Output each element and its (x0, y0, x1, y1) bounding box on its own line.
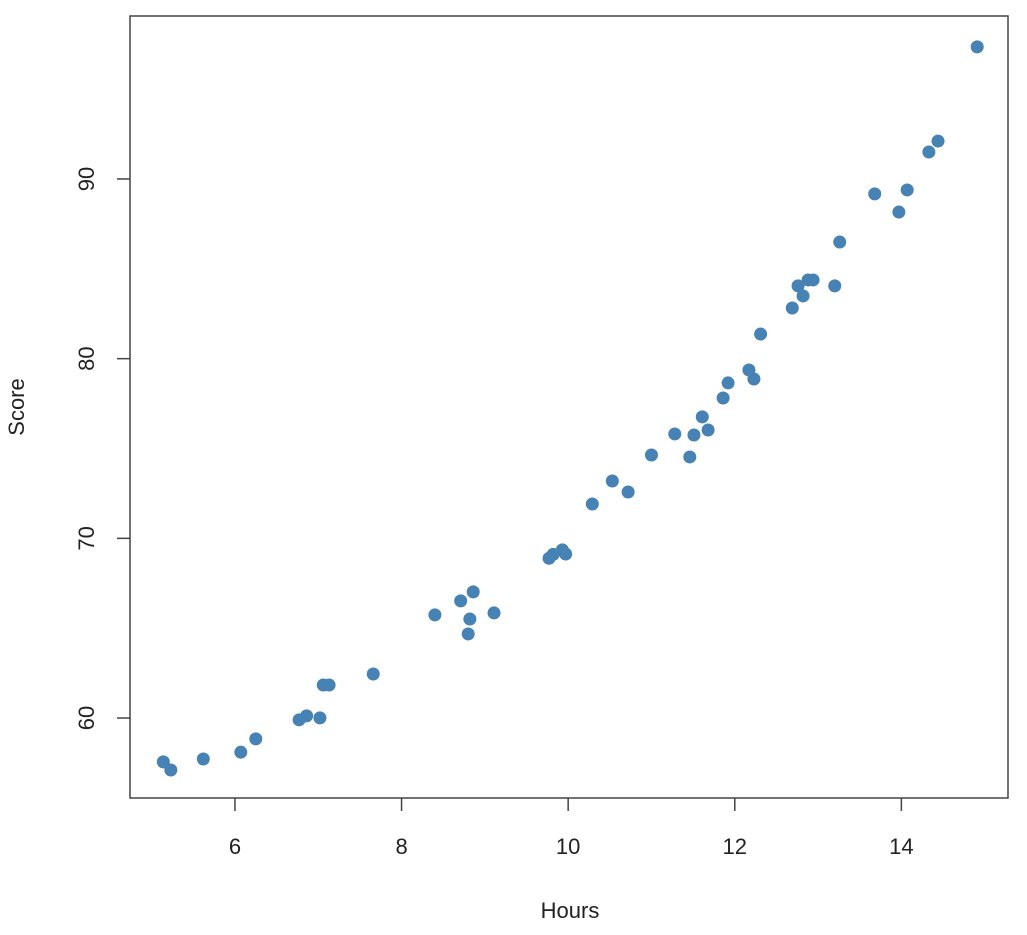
point (791, 279, 805, 293)
point (366, 667, 380, 681)
y-tick-label: 60 (74, 706, 99, 730)
x-tick-label: 10 (556, 834, 580, 859)
point (931, 134, 945, 148)
point (922, 145, 936, 159)
point (234, 745, 248, 759)
point (644, 448, 658, 462)
point (487, 606, 501, 620)
point (196, 752, 210, 766)
point (833, 235, 847, 249)
point (747, 372, 761, 386)
y-tick-label: 70 (74, 526, 99, 550)
point (463, 612, 477, 626)
point (806, 273, 820, 287)
point (868, 187, 882, 201)
y-axis-label: Score (4, 378, 29, 435)
point (970, 40, 984, 54)
point (892, 205, 906, 219)
point (454, 594, 468, 608)
point (300, 709, 314, 723)
point (668, 427, 682, 441)
point (621, 485, 635, 499)
plot-frame (129, 15, 1009, 799)
point (428, 608, 442, 622)
point (313, 711, 327, 725)
point (796, 289, 810, 303)
point (164, 763, 178, 777)
x-tick-label: 12 (723, 834, 747, 859)
point (701, 423, 715, 437)
point (754, 327, 768, 341)
point (461, 627, 475, 641)
y-tick-label: 90 (74, 167, 99, 191)
point (695, 410, 709, 424)
point (900, 183, 914, 197)
point (687, 428, 701, 442)
point (683, 450, 697, 464)
point (249, 732, 263, 746)
x-axis-label: Hours (541, 898, 600, 923)
point (605, 474, 619, 488)
point (828, 279, 842, 293)
y-tick-label: 80 (74, 346, 99, 370)
point (721, 376, 735, 390)
point (785, 301, 799, 315)
x-tick-label: 14 (889, 834, 913, 859)
point (559, 547, 573, 561)
x-tick-label: 8 (395, 834, 407, 859)
point (322, 678, 336, 692)
point (716, 391, 730, 405)
x-tick-label: 6 (229, 834, 241, 859)
point (585, 497, 599, 511)
point (466, 585, 480, 599)
